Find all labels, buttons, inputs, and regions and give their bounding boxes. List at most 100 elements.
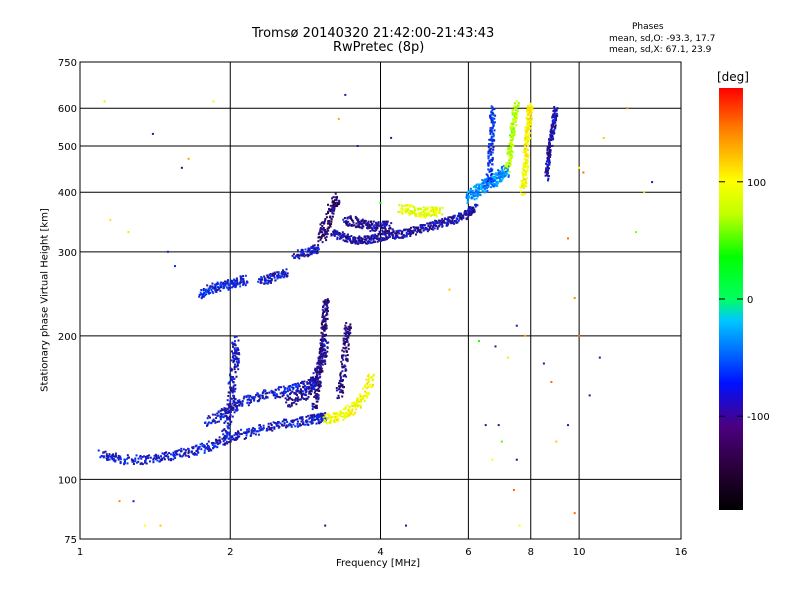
data-point [222, 282, 225, 285]
data-point [524, 161, 527, 164]
data-point [442, 220, 445, 223]
data-point [195, 444, 198, 447]
data-point [238, 401, 241, 403]
data-point [435, 220, 438, 223]
data-point [406, 210, 408, 213]
data-point [465, 213, 468, 216]
data-point [292, 386, 295, 389]
data-point [434, 211, 437, 214]
data-point [306, 255, 309, 258]
data-point [552, 138, 555, 140]
data-point [233, 434, 236, 437]
data-point [551, 125, 554, 128]
data-point [397, 210, 400, 213]
data-point [553, 128, 556, 131]
data-point [364, 395, 367, 397]
data-point [322, 416, 325, 419]
data-point [554, 124, 557, 127]
data-point [234, 340, 236, 343]
data-point [343, 337, 346, 340]
data-point [388, 224, 391, 227]
data-point [216, 420, 219, 423]
data-point [319, 223, 322, 226]
data-point [484, 185, 487, 187]
data-point [316, 365, 319, 368]
data-point [338, 415, 341, 418]
data-point [286, 388, 289, 391]
data-point [245, 280, 248, 283]
data-point [497, 424, 500, 427]
data-point [208, 445, 210, 448]
data-point [308, 392, 311, 395]
data-point [344, 407, 347, 410]
data-point [230, 359, 233, 362]
data-point [334, 205, 337, 208]
data-point [347, 344, 350, 347]
data-point [346, 413, 349, 416]
data-point [225, 436, 228, 439]
data-point [486, 180, 489, 182]
data-point [261, 278, 263, 281]
data-point [288, 397, 291, 400]
data-point [413, 206, 416, 209]
data-point [502, 171, 505, 174]
data-point [513, 102, 516, 105]
data-point [467, 210, 469, 213]
data-point [297, 390, 300, 393]
data-point [344, 236, 347, 239]
data-point [253, 399, 256, 402]
data-point [511, 138, 514, 141]
x-axis-label: Frequency [MHz] [336, 558, 421, 569]
data-point [499, 170, 502, 173]
data-point [503, 175, 506, 177]
data-point [323, 348, 325, 351]
data-point [340, 380, 343, 383]
data-point [295, 397, 297, 400]
data-point [285, 268, 288, 271]
data-point [509, 160, 512, 163]
data-point [305, 415, 308, 418]
data-point [320, 349, 323, 352]
data-point [318, 360, 321, 362]
data-point [542, 362, 545, 365]
data-point [245, 437, 247, 439]
data-point [216, 281, 219, 284]
data-point [368, 376, 371, 379]
data-point [315, 404, 318, 407]
data-point [276, 395, 279, 398]
data-point [447, 222, 450, 225]
data-point [375, 234, 378, 237]
data-point [232, 387, 235, 390]
data-point [477, 186, 480, 189]
data-point [456, 221, 459, 224]
data-point [487, 175, 490, 178]
data-point [434, 219, 436, 222]
data-point [318, 363, 321, 366]
data-point [508, 142, 511, 145]
data-point [476, 193, 479, 196]
data-point [172, 458, 175, 461]
data-point [228, 427, 231, 430]
data-point [291, 421, 294, 423]
x-tick-label: 4 [377, 547, 383, 558]
data-point [234, 408, 237, 411]
data-point [224, 420, 227, 423]
data-point [229, 423, 232, 426]
data-point [343, 232, 346, 235]
data-point [438, 208, 441, 211]
data-point [260, 281, 263, 284]
data-point [275, 274, 278, 277]
data-point [323, 303, 326, 306]
data-point [367, 378, 370, 381]
data-point [307, 395, 310, 398]
data-point [467, 196, 470, 199]
data-point [550, 123, 553, 126]
data-point [219, 289, 222, 292]
data-point [313, 251, 316, 254]
data-point [296, 253, 299, 256]
data-point [377, 239, 380, 242]
data-point [507, 153, 510, 156]
data-point [386, 223, 389, 226]
data-point [523, 183, 526, 186]
data-point [334, 420, 337, 423]
